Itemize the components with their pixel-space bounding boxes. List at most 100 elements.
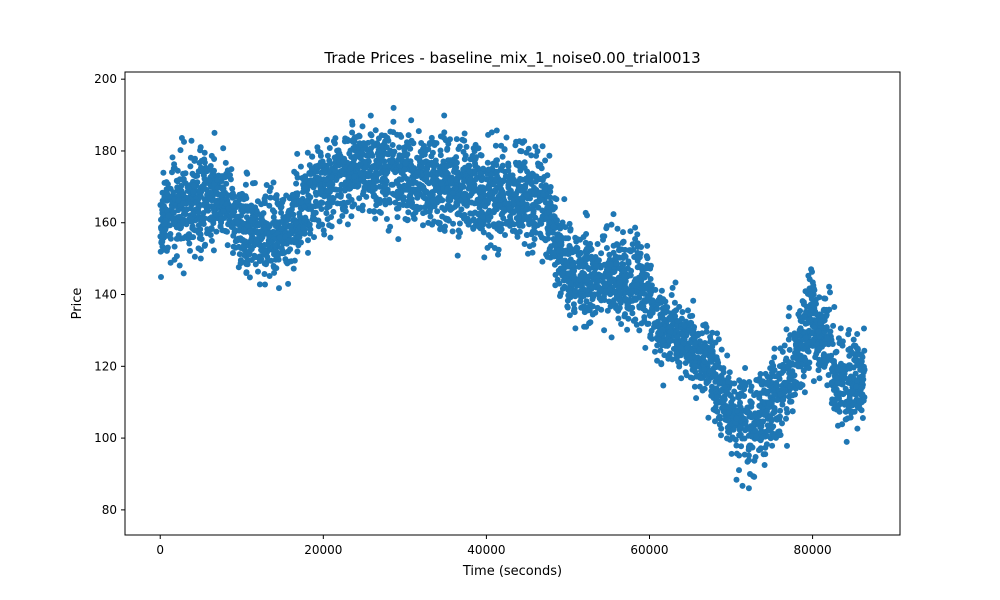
data-point bbox=[604, 307, 611, 314]
data-point bbox=[228, 166, 235, 173]
data-point bbox=[632, 224, 639, 231]
data-point bbox=[598, 250, 605, 257]
data-point bbox=[213, 199, 220, 206]
data-point bbox=[432, 157, 439, 164]
data-point bbox=[768, 417, 775, 424]
data-point bbox=[841, 370, 848, 377]
data-point bbox=[520, 163, 527, 170]
data-point bbox=[645, 320, 652, 327]
data-point bbox=[429, 197, 436, 204]
data-point bbox=[529, 202, 536, 208]
data-point bbox=[453, 159, 460, 166]
data-point bbox=[798, 341, 804, 348]
data-point bbox=[400, 151, 407, 158]
data-point bbox=[164, 190, 170, 197]
data-point bbox=[842, 385, 849, 392]
data-point bbox=[775, 428, 782, 435]
data-point bbox=[621, 273, 628, 280]
data-point bbox=[532, 143, 539, 150]
data-point bbox=[201, 242, 208, 249]
data-point bbox=[224, 242, 231, 249]
data-point bbox=[265, 221, 272, 228]
data-point bbox=[658, 360, 665, 367]
data-point bbox=[290, 211, 297, 218]
data-point bbox=[703, 328, 710, 335]
data-point bbox=[651, 324, 657, 330]
data-point bbox=[668, 316, 674, 323]
data-point bbox=[807, 307, 814, 313]
data-point bbox=[470, 224, 477, 231]
data-point bbox=[770, 362, 777, 369]
data-point bbox=[498, 142, 505, 149]
data-point bbox=[567, 280, 574, 287]
data-point bbox=[297, 213, 303, 220]
data-point bbox=[463, 202, 470, 209]
data-point bbox=[676, 363, 683, 370]
data-point bbox=[842, 416, 849, 423]
data-point bbox=[306, 170, 313, 177]
data-point bbox=[266, 202, 273, 209]
data-point bbox=[826, 283, 833, 290]
data-point bbox=[303, 198, 310, 205]
data-point bbox=[539, 143, 546, 150]
data-point bbox=[636, 327, 643, 334]
data-point bbox=[344, 221, 351, 228]
data-point bbox=[517, 175, 524, 182]
data-point bbox=[532, 178, 539, 185]
data-point bbox=[396, 144, 403, 151]
data-point bbox=[222, 159, 229, 166]
data-point bbox=[723, 388, 730, 395]
data-point bbox=[288, 258, 295, 265]
data-point bbox=[528, 152, 535, 159]
data-point bbox=[402, 216, 409, 222]
data-point bbox=[748, 399, 755, 406]
data-point bbox=[629, 304, 636, 311]
data-point bbox=[781, 342, 788, 349]
data-point bbox=[263, 182, 270, 188]
data-point bbox=[272, 242, 278, 249]
data-point bbox=[839, 342, 846, 349]
data-point bbox=[402, 160, 409, 167]
data-point bbox=[236, 251, 243, 258]
data-point bbox=[390, 104, 397, 111]
data-point bbox=[214, 176, 220, 183]
data-point bbox=[437, 165, 443, 172]
x-tick-label: 20000 bbox=[304, 543, 342, 557]
data-point bbox=[348, 213, 355, 220]
data-point bbox=[811, 287, 818, 294]
data-point bbox=[479, 176, 486, 183]
data-point bbox=[261, 271, 268, 277]
data-point bbox=[847, 414, 854, 421]
data-point bbox=[472, 155, 479, 162]
data-point bbox=[328, 174, 335, 181]
data-point bbox=[835, 335, 842, 342]
data-point bbox=[310, 203, 316, 210]
data-point bbox=[437, 147, 444, 154]
data-point bbox=[771, 392, 778, 399]
data-point bbox=[420, 194, 427, 201]
data-point bbox=[616, 279, 623, 286]
data-point bbox=[718, 432, 724, 439]
data-point bbox=[773, 380, 780, 386]
data-point bbox=[244, 249, 251, 256]
data-point bbox=[676, 303, 683, 310]
data-point bbox=[331, 154, 338, 161]
data-point bbox=[174, 178, 181, 185]
data-point bbox=[415, 206, 422, 212]
data-point bbox=[213, 228, 220, 235]
data-point bbox=[690, 297, 697, 304]
data-point bbox=[521, 241, 528, 247]
data-point bbox=[634, 240, 641, 247]
data-point bbox=[262, 281, 268, 288]
data-point bbox=[490, 221, 497, 228]
data-point bbox=[309, 153, 316, 160]
data-point bbox=[856, 398, 863, 405]
data-point bbox=[632, 316, 639, 323]
data-point bbox=[604, 223, 610, 230]
data-point bbox=[716, 421, 723, 428]
data-point bbox=[157, 233, 164, 240]
data-point bbox=[815, 328, 822, 335]
data-point bbox=[708, 392, 715, 399]
data-point bbox=[598, 306, 605, 313]
